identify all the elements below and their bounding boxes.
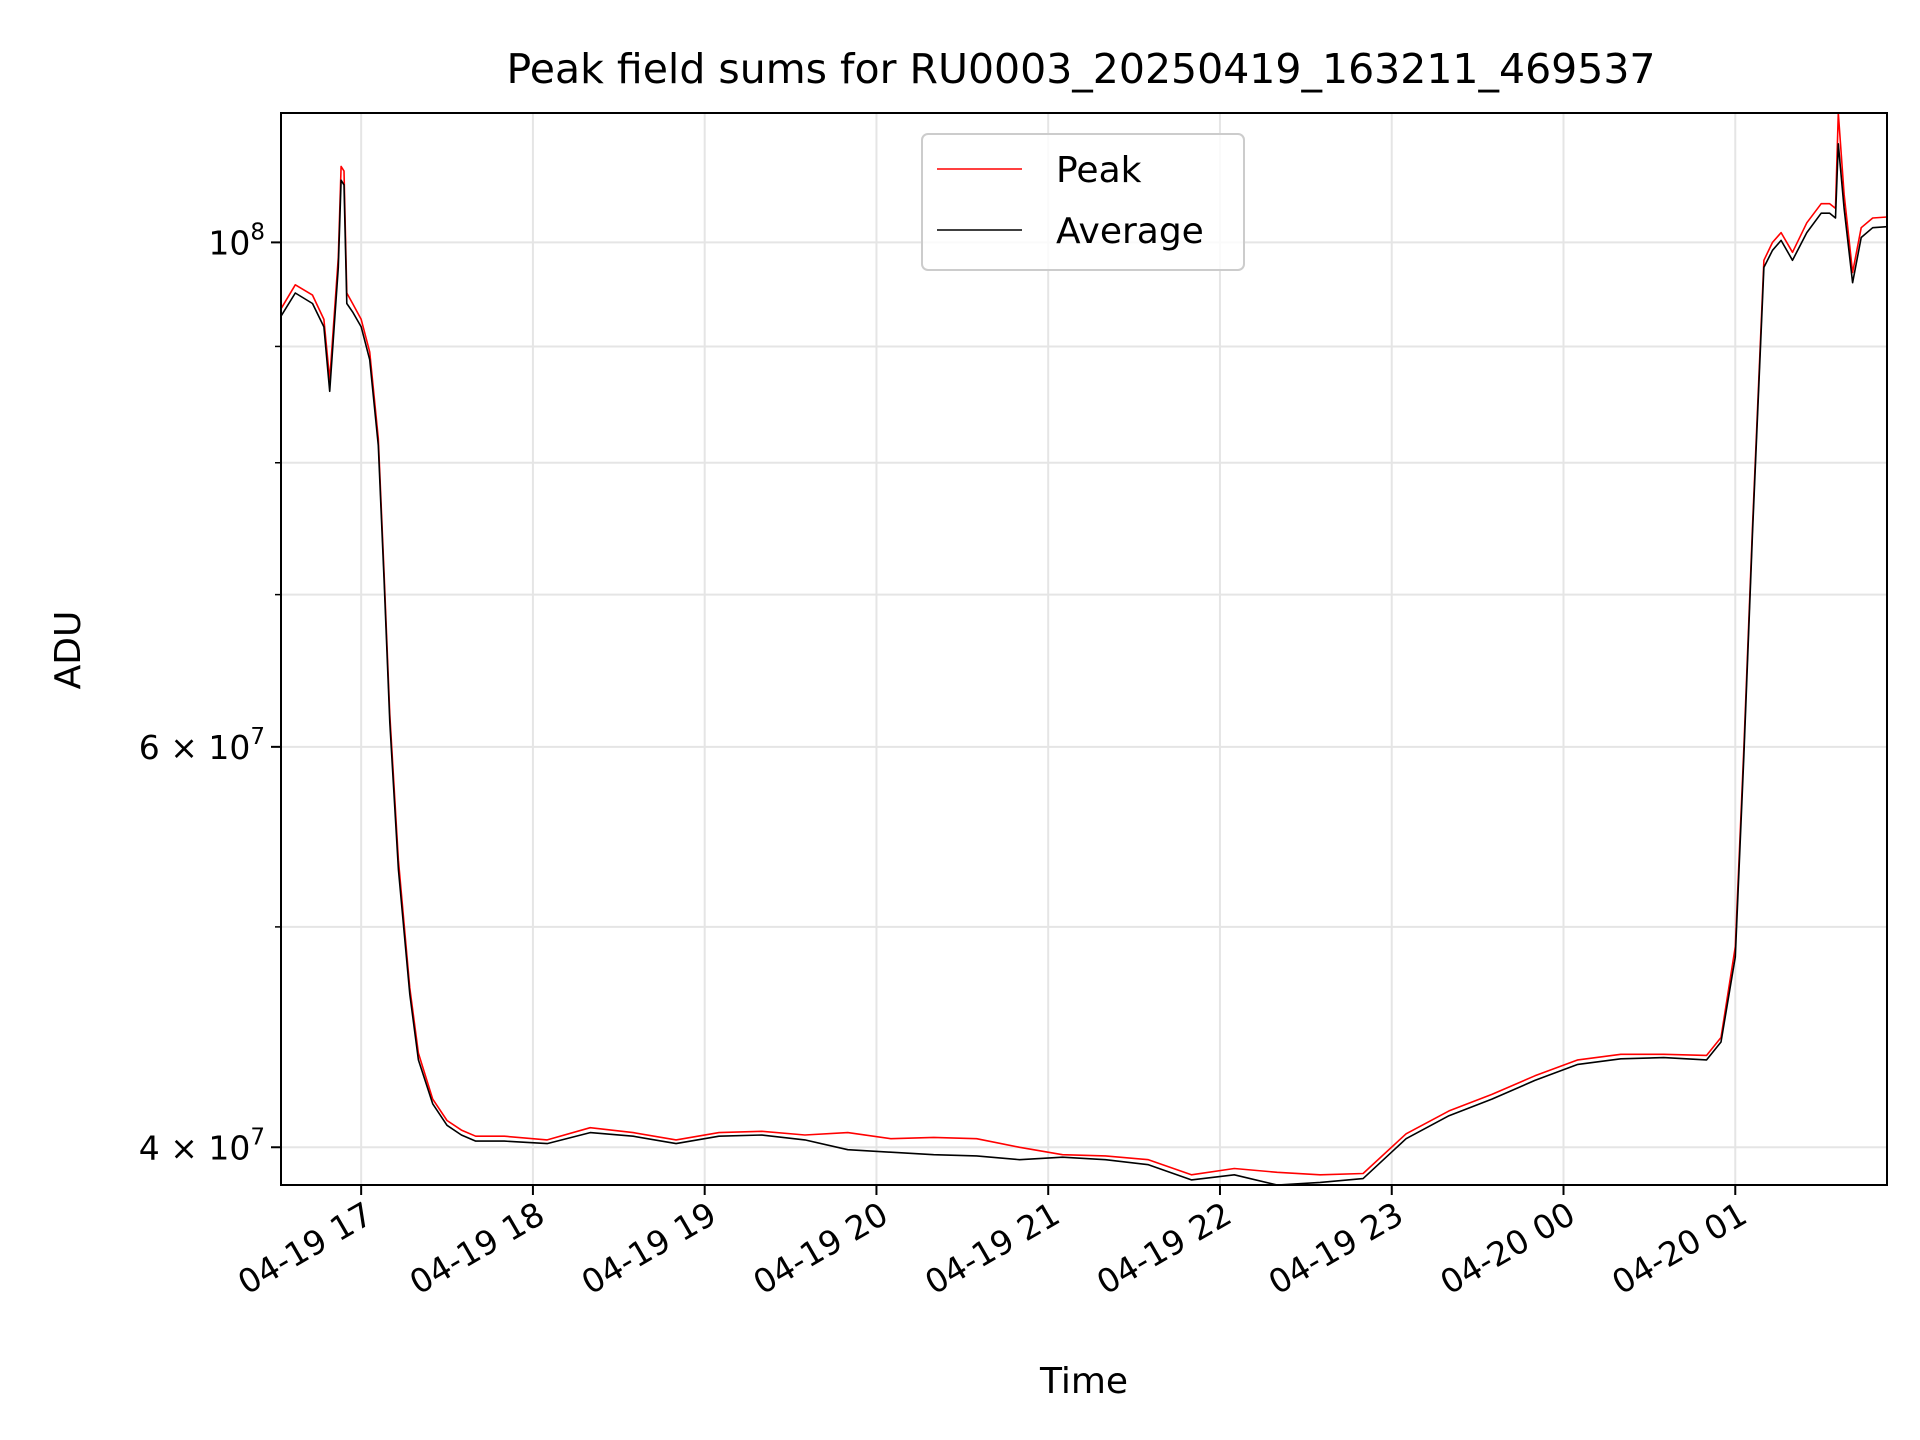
plot-frame (280, 112, 1888, 1186)
y-tick-label: 6 × 107 (139, 724, 265, 767)
legend-label-peak: Peak (1056, 150, 1142, 191)
series-line-average (280, 143, 1888, 1186)
chart-title: Peak field sums for RU0003_20250419_1632… (506, 45, 1655, 93)
y-tick-label: 108 (208, 219, 265, 262)
y-axis-label: ADU (48, 611, 89, 690)
grid-lines (281, 113, 1887, 1185)
series-layer (280, 112, 1888, 1186)
legend-box (921, 133, 1245, 271)
legend: Peak Average (921, 133, 1245, 271)
x-axis-label: Time (1039, 1361, 1128, 1402)
plot-area (281, 113, 1887, 1185)
legend-label-average: Average (1056, 211, 1204, 252)
y-tick-label: 4 × 107 (139, 1124, 265, 1167)
y-axis-ticks: 4 × 107 6 × 107 108 (139, 219, 281, 1167)
